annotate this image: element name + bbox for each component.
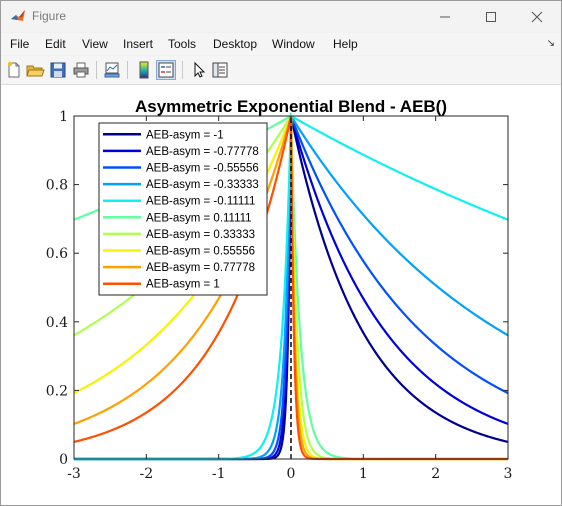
printer-icon: [73, 62, 89, 78]
y-tick-label: 0.4: [46, 315, 68, 331]
x-tick-label: 2: [431, 466, 440, 482]
new-figure-button[interactable]: [4, 60, 24, 80]
toolbar-separator: [182, 61, 183, 79]
legend-entry-10: AEB-asym = 1: [146, 279, 220, 291]
x-tick-label: -3: [67, 466, 81, 482]
legend-entry-8: AEB-asym = 0.55556: [146, 246, 255, 258]
x-tick-label: 1: [359, 466, 368, 482]
y-tick-label: 0.6: [46, 246, 68, 262]
title-bar: Figure: [1, 1, 561, 32]
legend[interactable]: AEB-asym = -1 AEB-asym = -0.77778 AEB-asym…: [98, 122, 268, 296]
legend-icon: [158, 62, 174, 78]
y-tick-label: 1: [59, 109, 68, 125]
property-inspector-button[interactable]: [210, 60, 230, 80]
legend-entry-9: AEB-asym = 0.77778: [146, 262, 255, 274]
edit-plot-button[interactable]: [188, 60, 208, 80]
y-tick-label: 0: [59, 452, 68, 468]
legend-entry-4: AEB-asym = -0.33333: [146, 179, 259, 191]
menu-view[interactable]: View: [82, 37, 108, 51]
folder-open-icon: [26, 65, 45, 77]
menu-bar: File Edit View Insert Tools Desktop Wind…: [1, 33, 561, 55]
maximize-icon: [486, 11, 496, 22]
x-tick-label: -2: [140, 466, 154, 482]
link-plot-button[interactable]: [102, 60, 122, 80]
maximize-button[interactable]: [468, 1, 514, 32]
ticks-group: -3 -2 -1 0 1 2 3 0 0.2 0.4 0.6 0.8 1: [46, 109, 513, 482]
x-tick-label: -1: [212, 466, 226, 482]
menu-file[interactable]: File: [10, 37, 30, 51]
menu-insert[interactable]: Insert: [123, 37, 154, 51]
toolbar-separator: [96, 61, 97, 79]
menu-edit[interactable]: Edit: [45, 37, 66, 51]
matlab-logo-icon: [11, 10, 25, 21]
open-file-button[interactable]: [25, 60, 45, 80]
legend-entry-5: AEB-asym = -0.11111: [146, 196, 255, 208]
x-tick-label: 0: [287, 466, 296, 482]
menu-tools[interactable]: Tools: [168, 37, 197, 51]
new-file-icon: [7, 61, 20, 78]
figure-canvas: Asymmetric Exponential Blend - AEB() -3-…: [1, 85, 561, 505]
close-icon: [531, 11, 543, 22]
property-inspector-icon: [212, 62, 228, 78]
print-figure-button[interactable]: [71, 60, 91, 80]
legend-entry-1: AEB-asym = -1: [146, 129, 224, 141]
legend-entry-3: AEB-asym = -0.55556: [146, 163, 259, 175]
menu-desktop[interactable]: Desktop: [213, 37, 258, 51]
colorbar-icon: [139, 61, 149, 79]
toolbar-separator: [127, 61, 128, 79]
y-tick-label: 0.8: [46, 178, 68, 194]
y-tick-label: 0.2: [46, 383, 68, 399]
insert-colorbar-button[interactable]: [134, 60, 154, 80]
close-button[interactable]: [514, 1, 560, 32]
legend-entry-2: AEB-asym = -0.77778: [146, 146, 259, 158]
tool-bar: [1, 56, 561, 85]
dock-arrow-icon[interactable]: ↘: [546, 38, 555, 49]
x-tick-label: 3: [504, 466, 513, 482]
save-figure-button[interactable]: [48, 60, 68, 80]
window-title: Figure: [32, 9, 67, 23]
minimize-button[interactable]: [422, 1, 468, 32]
link-plot-icon: [104, 62, 120, 78]
chart-title: Asymmetric Exponential Blend - AEB(): [135, 97, 447, 116]
menu-help[interactable]: Help: [333, 37, 358, 51]
plot-svg: Asymmetric Exponential Blend - AEB() -3-…: [46, 97, 513, 482]
menu-window[interactable]: Window: [272, 37, 315, 51]
minimize-icon: [440, 16, 450, 17]
insert-legend-button[interactable]: [156, 60, 176, 80]
legend-entry-7: AEB-asym = 0.33333: [146, 229, 255, 241]
save-icon: [50, 62, 66, 78]
legend-entry-6: AEB-asym = 0.11111: [146, 212, 252, 224]
pointer-arrow-icon: [194, 61, 206, 78]
